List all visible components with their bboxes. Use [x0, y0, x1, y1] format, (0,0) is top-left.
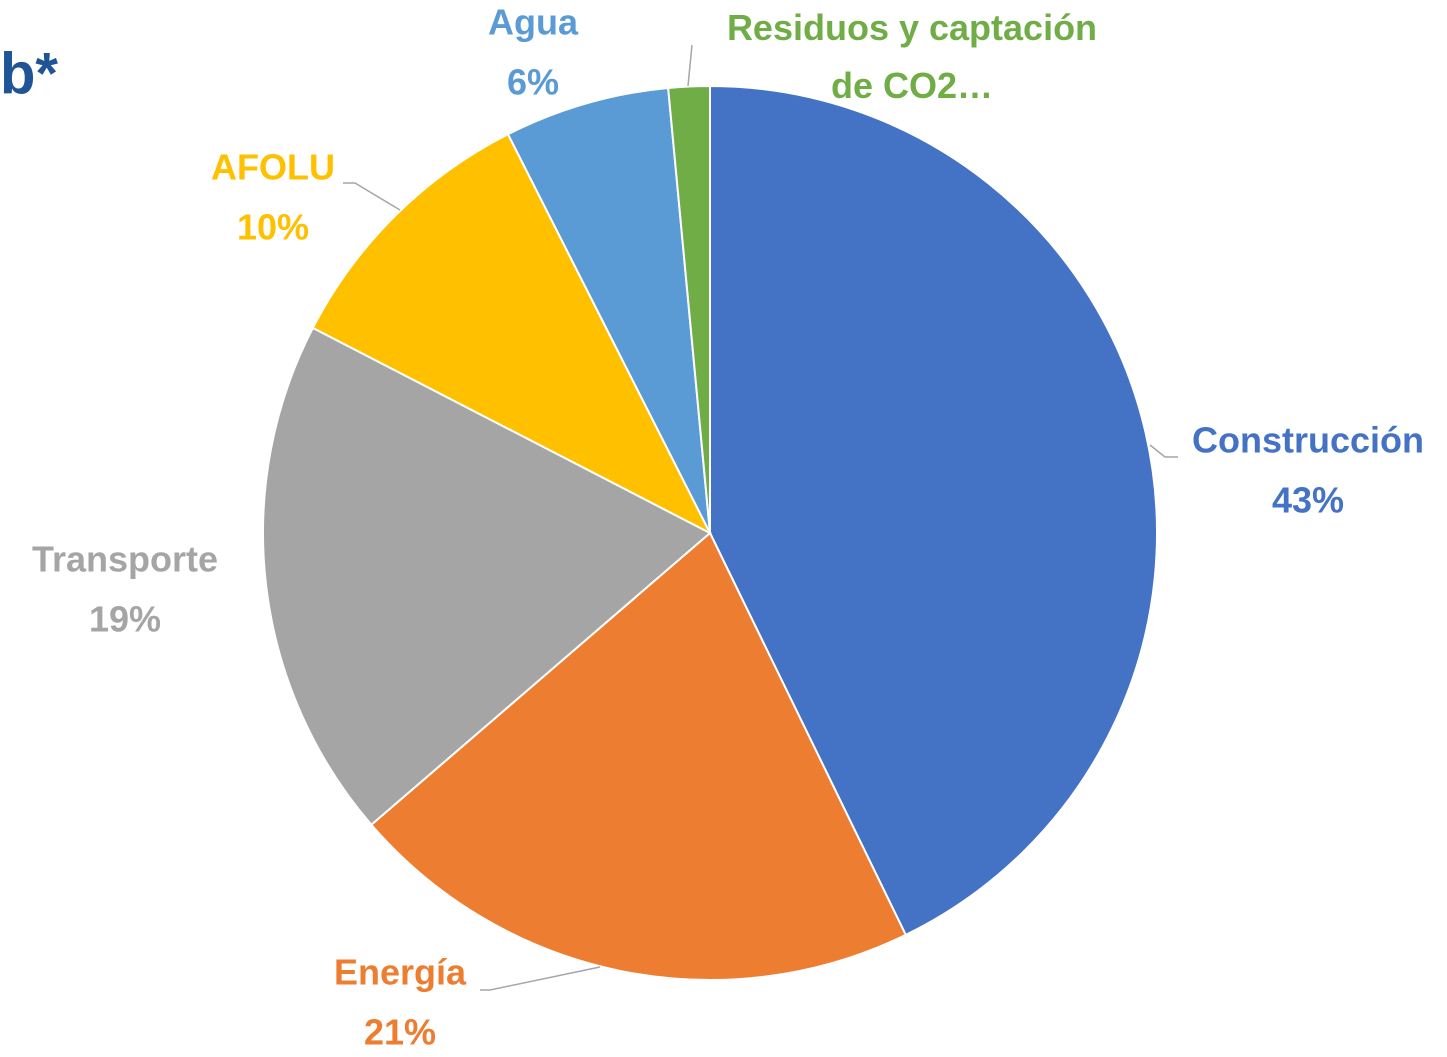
data-label: 19%: [89, 599, 161, 640]
leader-line: [1149, 444, 1178, 458]
category-label: Transporte: [32, 539, 218, 580]
leader-line: [480, 966, 601, 991]
data-label: 6%: [507, 62, 559, 103]
category-label: Agua: [488, 2, 579, 43]
pie-slice: [709, 84, 1158, 937]
pie-slice: [506, 86, 711, 534]
leader-line: [687, 44, 693, 87]
category-label: Energía: [334, 952, 467, 993]
category-label: AFOLU: [211, 147, 335, 188]
data-label: 43%: [1272, 480, 1344, 521]
data-label: 10%: [237, 207, 309, 248]
pie-slice: [667, 84, 711, 534]
category-label: Construcción: [1192, 420, 1424, 461]
pie-slice: [369, 531, 908, 981]
data-label: 21%: [364, 1012, 436, 1052]
pie-slice: [311, 132, 713, 536]
pie-slice: [262, 326, 712, 827]
chart-title: b*: [0, 41, 58, 106]
category-label: Residuos y captación de CO2…: [727, 7, 1097, 106]
leader-line: [343, 182, 401, 211]
